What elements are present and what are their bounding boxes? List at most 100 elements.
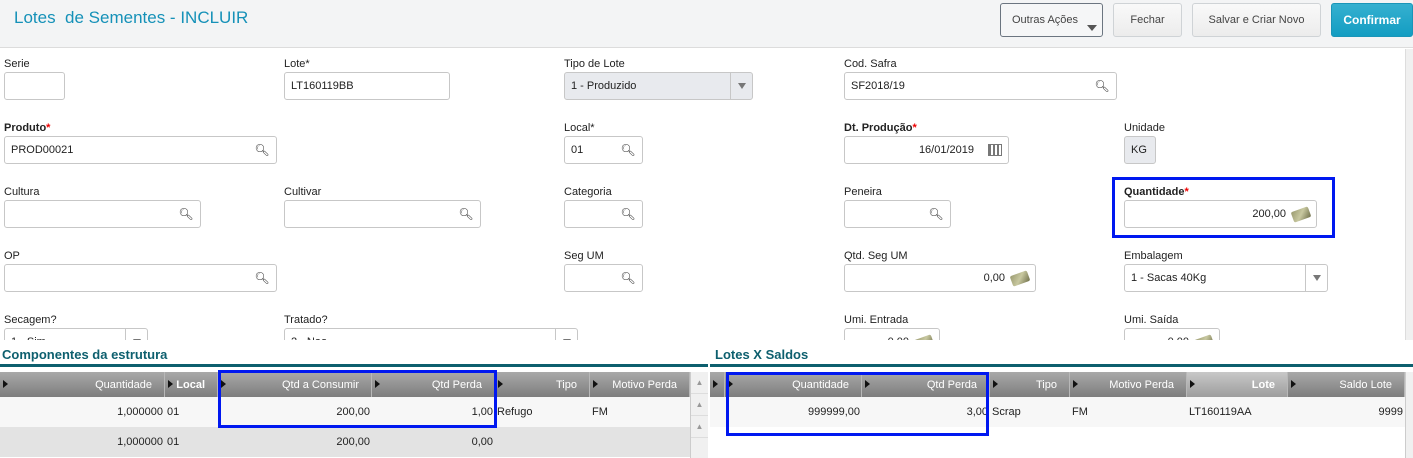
lote-input[interactable]: LT160119BB xyxy=(284,72,450,100)
op-input[interactable]: 🔍︎ xyxy=(4,264,277,292)
lotes-column-header[interactable]: Tipo xyxy=(990,372,1070,397)
arrow-icon xyxy=(221,380,226,388)
comp-column-header[interactable]: Quantidade xyxy=(0,372,165,397)
qtd-seg-um-input[interactable]: 0,00 xyxy=(844,264,1036,292)
form-area: Serie Lote* LT160119BB Tipo de Lote 1 - Prod… xyxy=(0,49,1405,340)
comp-column-header[interactable]: Tipo xyxy=(495,372,590,397)
money-icon[interactable] xyxy=(913,333,935,340)
chevron-down-icon[interactable] xyxy=(555,329,577,340)
lotes-cell: 3,00 xyxy=(966,406,988,418)
chevron-down-icon[interactable] xyxy=(125,329,147,340)
qtd-seg-um-label: Qtd. Seg UM xyxy=(844,250,908,262)
lotes-column-label: Lote xyxy=(1251,378,1275,391)
tipo-lote-select[interactable]: 1 - Produzido xyxy=(564,72,753,100)
search-icon[interactable]: 🔍︎ xyxy=(178,207,194,221)
lotes-cell: FM xyxy=(1072,406,1088,418)
confirm-button[interactable]: Confirmar xyxy=(1331,3,1413,37)
close-button[interactable]: Fechar xyxy=(1113,3,1182,37)
categoria-input[interactable]: 🔍︎ xyxy=(564,200,643,228)
highlight-box-componentes xyxy=(218,370,497,428)
form-scrollbar[interactable] xyxy=(1405,49,1413,340)
divider xyxy=(710,364,1413,367)
local-value: 01 xyxy=(571,144,584,156)
arrow-icon xyxy=(1073,380,1078,388)
tratado-select[interactable]: 2 - Nao xyxy=(284,328,578,340)
lotes-column-header[interactable]: Quantidade xyxy=(725,372,862,397)
highlight-box-lotes xyxy=(726,372,989,436)
local-input[interactable]: 01 🔍︎ xyxy=(564,136,643,164)
umi-entrada-input[interactable]: 0,00 xyxy=(844,328,940,340)
cultura-input[interactable]: 🔍︎ xyxy=(4,200,201,228)
lotes-table-row[interactable] xyxy=(710,397,1405,427)
embalagem-select[interactable]: 1 - Sacas 40Kg xyxy=(1124,264,1328,292)
dt-producao-input[interactable]: 16/01/2019 xyxy=(844,136,1009,164)
money-icon[interactable] xyxy=(1009,269,1031,287)
arrow-icon xyxy=(1190,380,1195,388)
lotes-column-header[interactable]: Lote xyxy=(1187,372,1288,397)
comp-table-row[interactable] xyxy=(0,427,690,457)
lotes-column-header[interactable]: Qtd Perda xyxy=(862,372,990,397)
calendar-icon[interactable] xyxy=(988,144,1002,156)
comp-cell xyxy=(497,427,588,457)
lotes-cell: LT160119AA xyxy=(1189,406,1252,418)
search-icon[interactable]: 🔍︎ xyxy=(1094,79,1110,93)
comp-table-row[interactable] xyxy=(0,397,690,427)
comp-cell: 01 xyxy=(167,406,180,418)
required-mark: * xyxy=(590,122,595,134)
comp-cell: 1,00 xyxy=(471,406,493,418)
search-icon[interactable]: 🔍︎ xyxy=(254,143,270,157)
quantidade-value: 200,00 xyxy=(1252,208,1286,220)
other-actions-button[interactable]: Outras Ações xyxy=(1000,3,1103,37)
search-icon[interactable]: 🔍︎ xyxy=(620,143,636,157)
quantidade-input[interactable]: 200,00 xyxy=(1124,200,1317,228)
categoria-label: Categoria xyxy=(564,186,612,198)
lotes-column-header[interactable]: Motivo Perda xyxy=(1070,372,1187,397)
seg-um-input[interactable]: 🔍︎ xyxy=(564,264,643,292)
lotes-column-header[interactable]: Saldo Lote xyxy=(1288,372,1405,397)
money-icon[interactable] xyxy=(1193,333,1215,340)
cultura-label: Cultura xyxy=(4,186,40,198)
comp-column-header[interactable]: Motivo Perda xyxy=(590,372,690,397)
lotes-column-label: Quantidade xyxy=(792,378,849,391)
chevron-down-icon[interactable] xyxy=(730,73,752,99)
arrow-icon xyxy=(168,380,173,388)
search-icon[interactable]: 🔍︎ xyxy=(458,207,474,221)
cultivar-label: Cultivar xyxy=(284,186,322,198)
cultivar-input[interactable]: 🔍︎ xyxy=(284,200,481,228)
produto-input[interactable]: PROD00021 🔍︎ xyxy=(4,136,277,164)
comp-column-label: Quantidade xyxy=(95,378,152,391)
section-title-componentes: Componentes da estrutura xyxy=(2,347,168,362)
lotes-column-label: Motivo Perda xyxy=(1109,378,1174,391)
lotes-column-label: Qtd Perda xyxy=(926,378,977,391)
comp-cell: 1,000000 xyxy=(117,436,163,448)
umi-saida-input[interactable]: 0,00 xyxy=(1124,328,1220,340)
chevron-down-icon[interactable] xyxy=(1305,265,1327,291)
search-icon[interactable]: 🔍︎ xyxy=(620,271,636,285)
unidade-input[interactable]: KG xyxy=(1124,136,1156,164)
peneira-input[interactable]: 🔍︎ xyxy=(844,200,951,228)
arrow-icon xyxy=(865,380,870,388)
search-icon[interactable]: 🔍︎ xyxy=(620,207,636,221)
comp-column-header[interactable]: Qtd Perda xyxy=(372,372,495,397)
lotes-header-handle[interactable] xyxy=(710,372,725,397)
comp-cell: Refugo xyxy=(497,406,533,418)
lotes-cell: 9999 xyxy=(1378,406,1403,418)
search-icon[interactable]: 🔍︎ xyxy=(928,207,944,221)
grid-scrollbar-lotes[interactable] xyxy=(1405,372,1413,458)
comp-column-label: Tipo xyxy=(556,378,577,391)
tipo-lote-label: Tipo de Lote xyxy=(564,58,625,70)
tratado-label: Tratado? xyxy=(284,314,328,326)
grid-scrollbar-componentes[interactable]: ▲ ▲ ▲ xyxy=(690,372,708,458)
secagem-value: 1 - Sim xyxy=(11,336,141,340)
search-icon[interactable]: 🔍︎ xyxy=(254,271,270,285)
serie-input[interactable] xyxy=(4,72,65,100)
umi-saida-label: Umi. Saída xyxy=(1124,314,1179,326)
comp-column-header[interactable]: Qtd a Consumir xyxy=(218,372,372,397)
arrow-icon xyxy=(728,380,733,388)
comp-column-header[interactable]: Local xyxy=(165,372,218,397)
cod-safra-input[interactable]: SF2018/19 🔍︎ xyxy=(844,72,1117,100)
save-and-new-button[interactable]: Salvar e Criar Novo xyxy=(1192,3,1321,37)
section-title-lotes-saldos: Lotes X Saldos xyxy=(715,347,809,362)
secagem-select[interactable]: 1 - Sim xyxy=(4,328,148,340)
op-label: OP xyxy=(4,250,20,262)
